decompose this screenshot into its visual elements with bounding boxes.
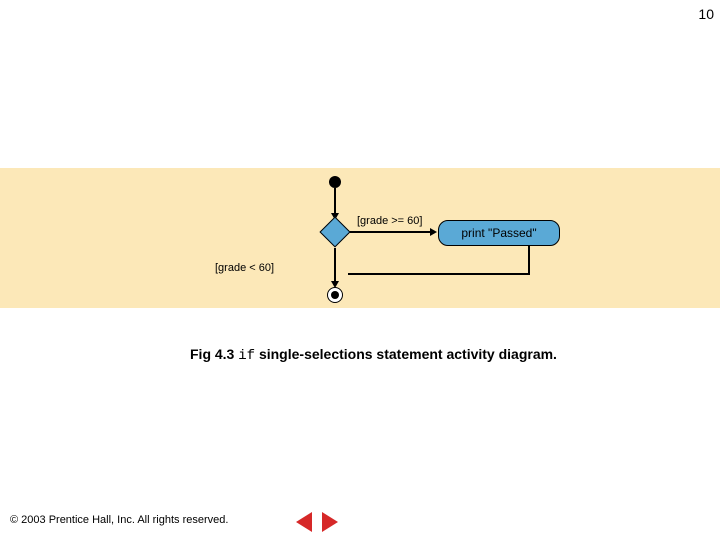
action-print-passed: print "Passed" [438, 220, 560, 246]
caption-prefix: Fig 4.3 [190, 346, 234, 362]
edge-decision-to-action [350, 231, 430, 233]
initial-node [329, 176, 341, 188]
caption-code: if [238, 348, 255, 364]
prev-slide-button[interactable] [296, 512, 312, 532]
edge-merge-down [334, 248, 336, 284]
final-node-inner [331, 291, 339, 299]
guard-false: [grade < 60] [215, 262, 274, 274]
action-label: print "Passed" [461, 226, 536, 240]
page-number: 10 [698, 6, 714, 22]
final-node [327, 287, 343, 303]
caption-rest: single-selections statement activity dia… [259, 346, 557, 362]
next-slide-button[interactable] [322, 512, 338, 532]
edge-action-left [348, 273, 530, 275]
copyright-footer: © 2003 Prentice Hall, Inc. All rights re… [10, 514, 228, 526]
edge-action-down [528, 246, 530, 274]
diagram-background [0, 168, 720, 308]
figure-caption: Fig 4.3 if single-selections statement a… [190, 346, 557, 364]
edge-init-to-decision [334, 188, 336, 214]
arrow-into-action [430, 228, 437, 236]
guard-true: [grade >= 60] [357, 215, 422, 227]
